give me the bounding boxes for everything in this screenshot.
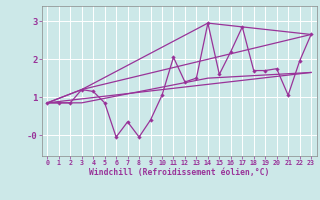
X-axis label: Windchill (Refroidissement éolien,°C): Windchill (Refroidissement éolien,°C) [89, 168, 269, 177]
